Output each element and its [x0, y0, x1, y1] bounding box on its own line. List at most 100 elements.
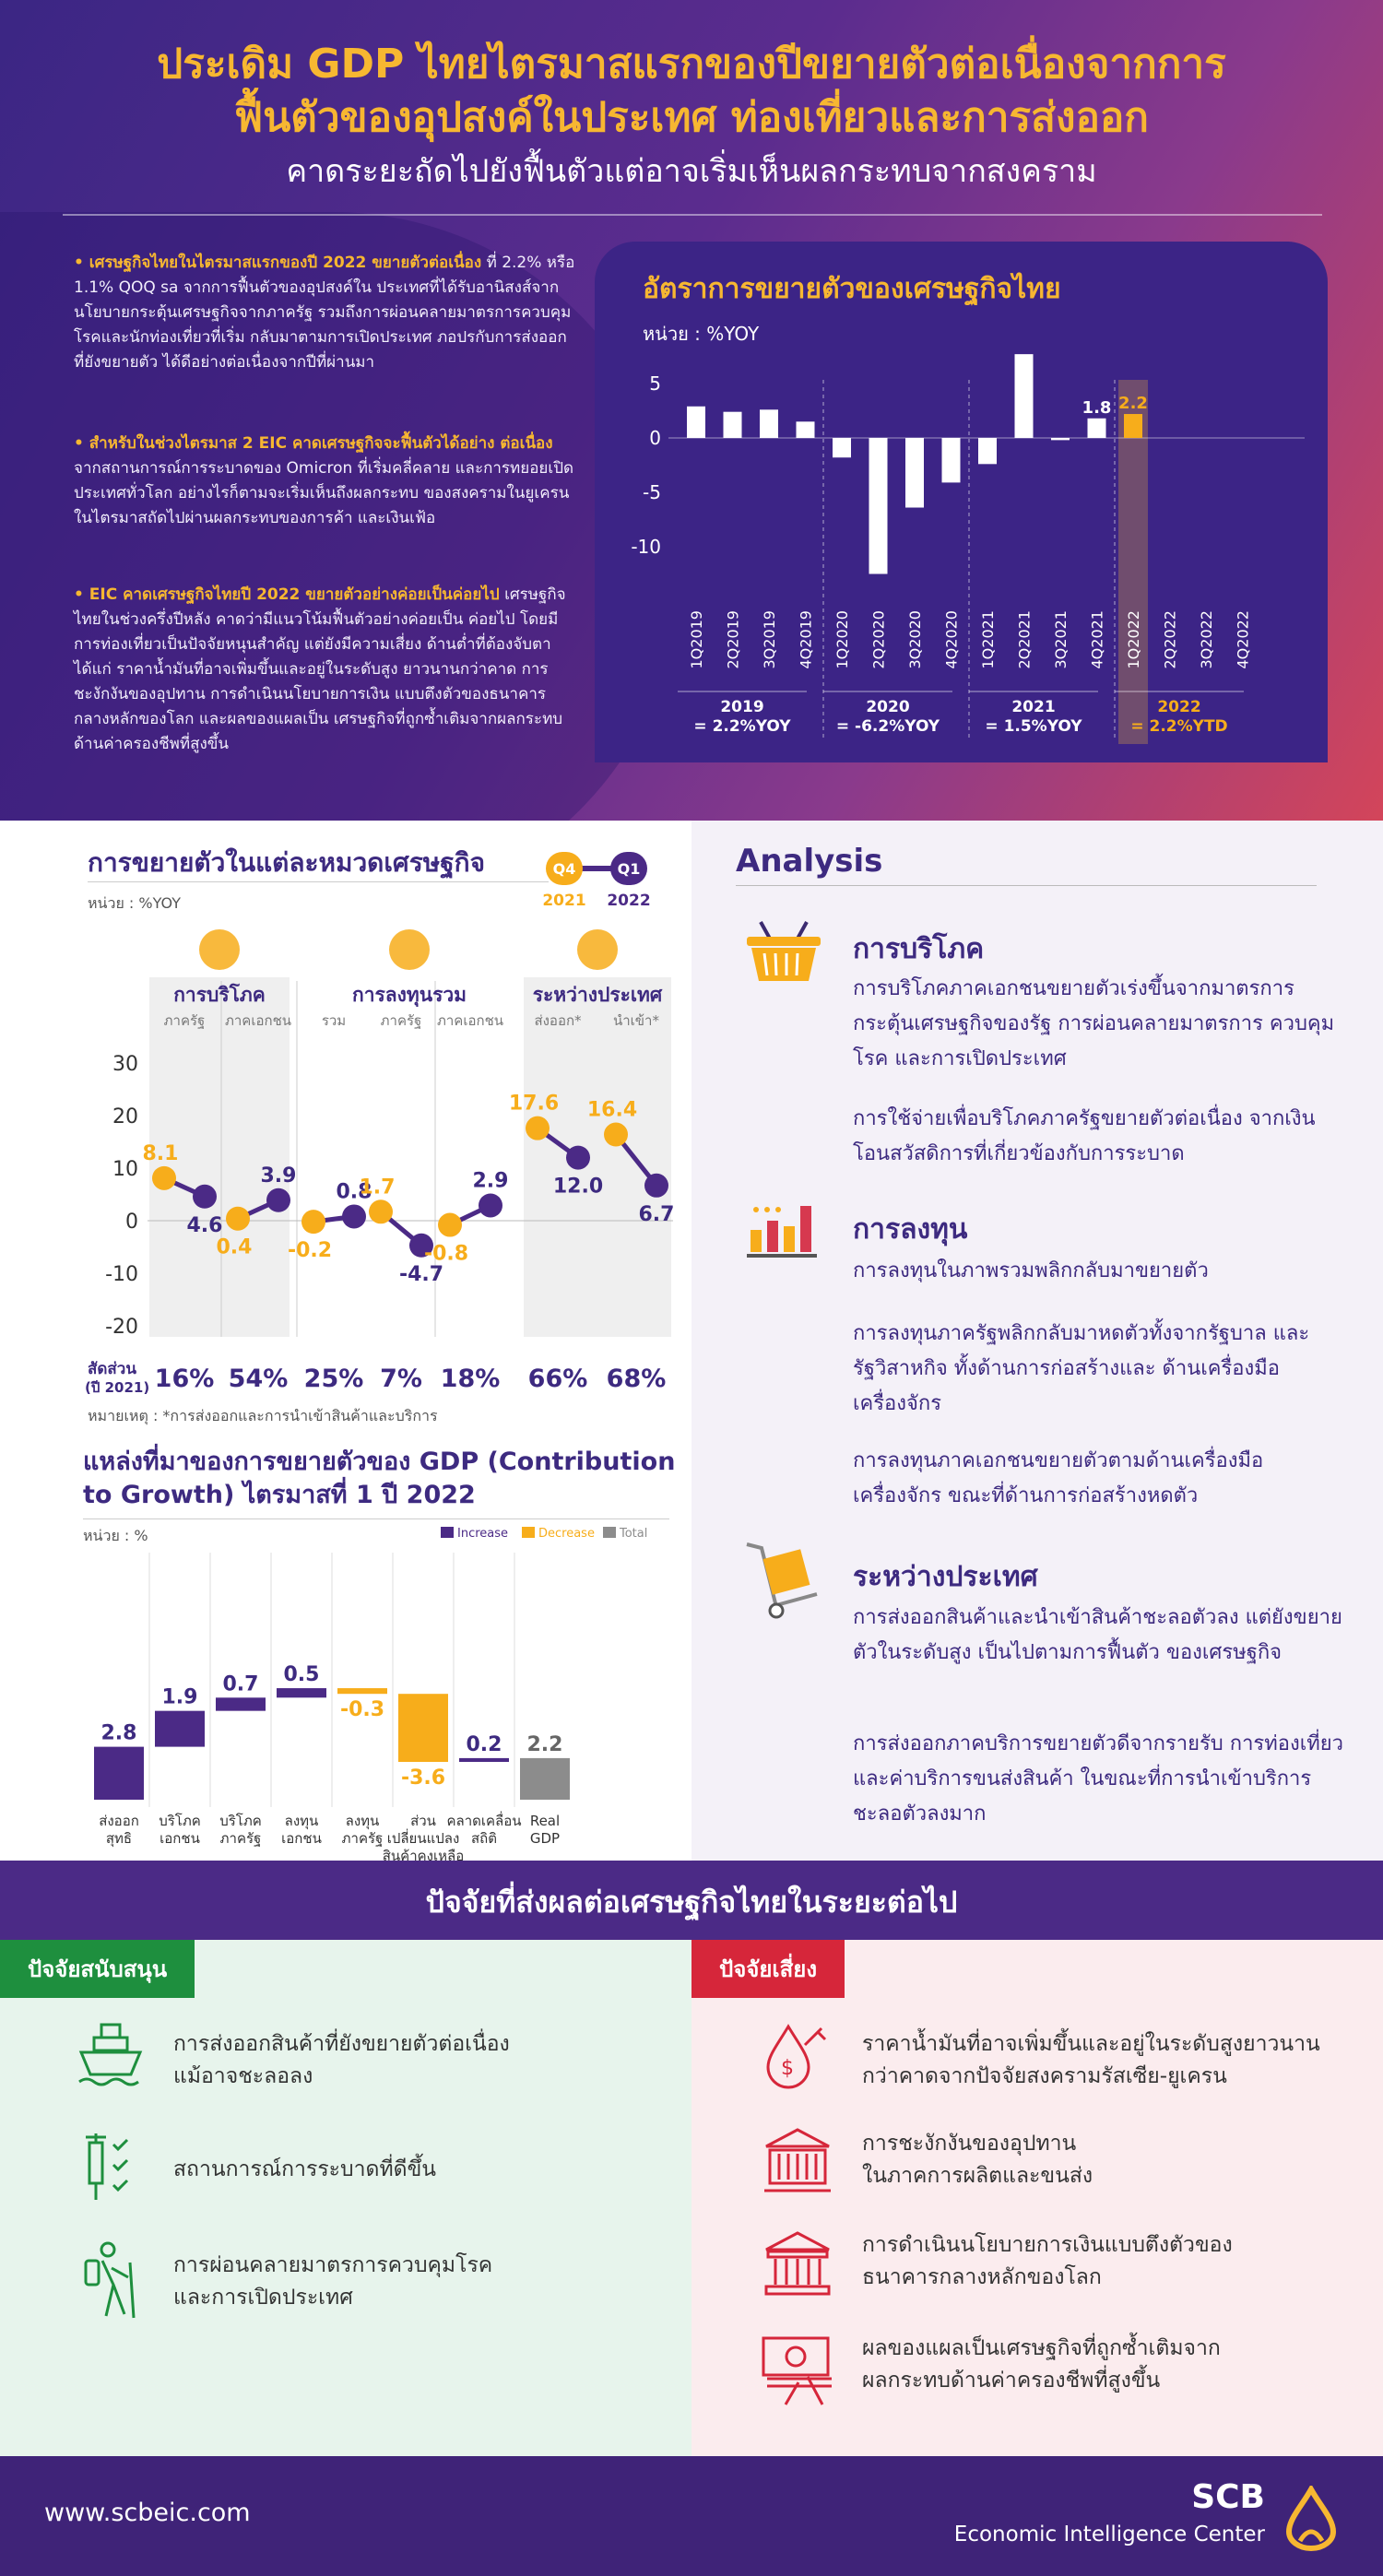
waterfall-value-label: 2.8 — [101, 1722, 137, 1745]
analysis-consumption-p2: การใช้จ่ายเพื่อบริโภคภาครัฐขยายตัวต่อเนื… — [853, 1107, 1316, 1165]
y-tick-label: 20 — [112, 1105, 138, 1128]
q1-value-label: 12.0 — [553, 1176, 603, 1199]
waterfall-bar — [459, 1757, 509, 1762]
sub-label: ภาคเอกชน — [437, 1012, 503, 1029]
risk-item-2-line2: ในภาคการผลิตและขนส่ง — [862, 2164, 1093, 2188]
y-tick-label: -10 — [631, 536, 661, 558]
legend-q1-badge — [610, 852, 647, 885]
q1-value-label: 4.6 — [187, 1214, 223, 1237]
support-factors-tag: ปัจจัยสนับสนุน — [0, 1940, 195, 1998]
category-label: เปลี่ยนแปลง — [387, 1828, 460, 1847]
sub-label: ส่งออก* — [534, 1012, 582, 1029]
y-tick-label: 0 — [125, 1211, 138, 1234]
chart-mini-icon — [389, 929, 430, 970]
support-item-1-line2: แม้อาจชะลอลง — [173, 2064, 313, 2088]
legend-swatch — [441, 1527, 454, 1538]
share-label: สัดส่วน — [88, 1360, 136, 1378]
footer-center-name: Economic Intelligence Center — [953, 2523, 1265, 2546]
risk-item-1-line2: กว่าคาดจากปัจจัยสงครามรัสเซีย-ยูเครน — [862, 2064, 1227, 2088]
waterfall-value-label: 2.2 — [527, 1733, 563, 1756]
share-value: 7% — [380, 1365, 422, 1393]
ship-icon — [78, 2023, 143, 2086]
risk-item-1: ราคาน้ำมันที่อาจเพิ่มขึ้นและอยู่ในระดับส… — [862, 2028, 1320, 2093]
analysis-international-p1: การส่งออกสินค้าและนำเข้าสินค้าชะลอตัวลง … — [853, 1606, 1342, 1664]
sub-label: ภาครัฐ — [381, 1012, 422, 1029]
hiker-icon — [84, 2241, 136, 2319]
legend-q1-year: 2022 — [607, 892, 650, 910]
summary-year: 2022 — [1157, 698, 1200, 716]
hero-background-shape — [0, 212, 682, 821]
waterfall-bar — [216, 1697, 266, 1711]
analysis-title-rule — [736, 885, 1317, 886]
category-label: บริโภค — [219, 1813, 262, 1829]
q4-point — [526, 1116, 550, 1140]
legend-label: Increase — [457, 1527, 508, 1541]
gdp-bar — [723, 411, 742, 438]
contribution-chart-title: แหล่งที่มาของการขยายตัวของ GDP (Contribu… — [83, 1446, 675, 1512]
x-tick-label: 3Q2021 — [1052, 610, 1070, 669]
waterfall-bar — [277, 1688, 326, 1698]
contribution-title-rule — [83, 1518, 669, 1519]
q4-point — [604, 1122, 628, 1147]
support-item-1-line1: การส่งออกสินค้าที่ยังขยายตัวต่อเนื่อง — [173, 2032, 510, 2056]
category-label: ลงทุน — [285, 1813, 319, 1830]
bullet-2: • สำหรับในช่วงไตรมาส 2 EIC คาดเศรษฐกิจจะ… — [74, 431, 576, 531]
sector-title-rule — [88, 881, 549, 882]
q4-value-label: -0.2 — [288, 1239, 332, 1262]
gdp-bar — [833, 438, 851, 458]
category-label: ส่วน — [410, 1813, 436, 1829]
q4-value-label: 17.6 — [509, 1093, 559, 1116]
trolley-mini-icon — [577, 929, 618, 970]
group-label: การบริโภค — [173, 983, 266, 1006]
factors-title: ปัจจัยที่ส่งผลต่อเศรษฐกิจไทยในระยะต่อไป — [425, 1885, 958, 1920]
bullet-1-lead: • เศรษฐกิจไทยในไตรมาสแรกของปี 2022 ขยายต… — [74, 254, 482, 272]
footer-brand: SCB — [1191, 2478, 1265, 2516]
contribution-title-line2: to Growth) ไตรมาสที่ 1 ปี 2022 — [83, 1481, 476, 1509]
sector-chart-note: หมายเหตุ : *การส่งออกและการนำเข้าสินค้าแ… — [88, 1407, 438, 1424]
category-label: ลงทุน — [346, 1813, 380, 1830]
gdp-bar — [687, 406, 705, 438]
footer-url[interactable]: www.scbeic.com — [44, 2499, 251, 2527]
x-tick-label: 2Q2019 — [725, 610, 742, 669]
bullet-2-lead: • สำหรับในช่วงไตรมาส 2 EIC คาดเศรษฐกิจจะ… — [74, 434, 553, 453]
q1-point — [566, 1145, 590, 1170]
x-tick-label: 3Q2019 — [761, 610, 778, 669]
bullet-1: • เศรษฐกิจไทยในไตรมาสแรกของปี 2022 ขยายต… — [74, 251, 576, 375]
category-label: สถิติ — [471, 1830, 497, 1847]
risk-item-2-line1: การชะงักงันของอุปทาน — [862, 2132, 1077, 2156]
summary-value: = -6.2%YOY — [836, 717, 940, 736]
category-label: GDP — [530, 1830, 560, 1847]
investment-chart-icon — [747, 1206, 817, 1258]
central-bank-icon — [764, 2231, 831, 2296]
category-label: ภาครัฐ — [220, 1830, 262, 1847]
analysis-investment-title: การลงทุน — [853, 1213, 968, 1246]
x-tick-label: 4Q2022 — [1235, 610, 1252, 669]
share-value: 66% — [528, 1365, 588, 1393]
factors-banner: ปัจจัยที่ส่งผลต่อเศรษฐกิจไทยในระยะต่อไป — [0, 1861, 1383, 1940]
oil-price-icon: $ — [766, 2024, 827, 2089]
sector-chart-unit: หน่วย : %YOY — [88, 894, 181, 912]
q1-value-label: 6.7 — [639, 1203, 675, 1226]
waterfall-bar — [155, 1710, 205, 1747]
y-tick-label: -5 — [643, 481, 661, 503]
sub-label: นำเข้า* — [613, 1012, 659, 1029]
highlight-band-1q2022 — [1118, 380, 1148, 744]
q1-point — [409, 1233, 433, 1258]
waterfall-value-label: 0.5 — [284, 1663, 320, 1686]
gdp-chart-title: อัตราการขยายตัวของเศรษฐกิจไทย — [643, 273, 1061, 305]
sub-label: ภาครัฐ — [164, 1012, 206, 1029]
waterfall-value-label: -3.6 — [401, 1767, 445, 1790]
q4-value-label: 1.7 — [360, 1176, 396, 1199]
q4-point — [226, 1206, 250, 1231]
waterfall-value-label: 0.7 — [223, 1672, 259, 1696]
support-item-3-line1: การผ่อนคลายมาตรการควบคุมโรค — [173, 2253, 493, 2277]
x-tick-label: 3Q2020 — [906, 610, 924, 669]
category-label: สุทธิ — [106, 1830, 132, 1848]
support-item-2: สถานการณ์การระบาดที่ดีขึ้น — [173, 2154, 436, 2186]
analysis-consumption-title: การบริโภค — [853, 933, 985, 965]
waterfall-value-label: 1.9 — [162, 1686, 198, 1709]
sector-growth-chart: Q4 Q1 2021 2022 การบริโภค การลงทุนรวม ระหว่างป… — [85, 852, 675, 1396]
support-item-1: การส่งออกสินค้าที่ยังขยายตัวต่อเนื่องแม้… — [173, 2028, 510, 2093]
support-item-2-line1: สถานการณ์การระบาดที่ดีขึ้น — [173, 2157, 437, 2181]
summary-year: 2021 — [1011, 698, 1055, 716]
